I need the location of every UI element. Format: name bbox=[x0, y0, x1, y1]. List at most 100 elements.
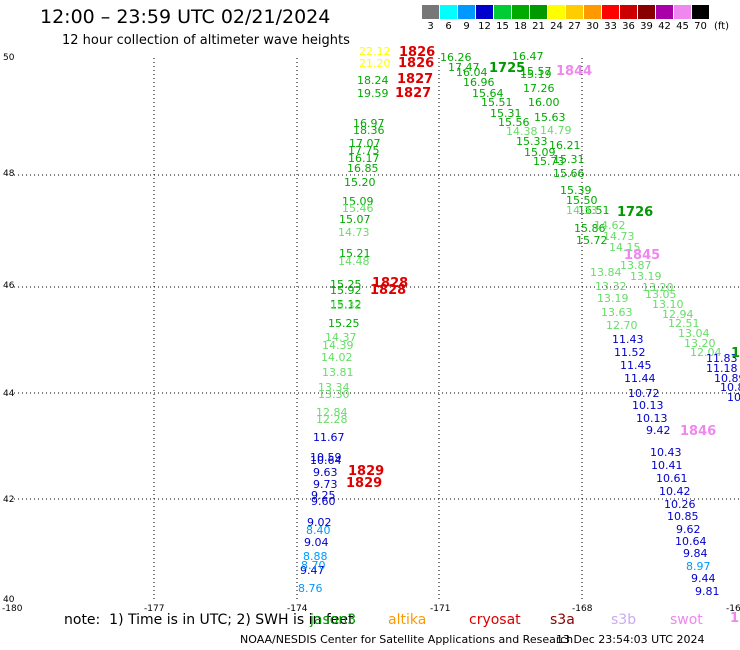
wave-height-value: 16.00 bbox=[528, 96, 560, 109]
scale-swatch bbox=[458, 5, 475, 19]
wave-height-value: 18.24 bbox=[357, 74, 389, 87]
wave-height-value: 15.31 bbox=[553, 153, 585, 166]
pass-time-label: 1725 bbox=[489, 61, 525, 76]
scale-label: 6 bbox=[445, 21, 452, 32]
wave-height-value: 12.04 bbox=[690, 346, 722, 359]
scale-unit-label: (ft) bbox=[714, 21, 730, 32]
longitude-label: -168 bbox=[572, 604, 593, 614]
scale-label: 36 bbox=[622, 21, 635, 32]
wave-height-value: 17.26 bbox=[523, 82, 555, 95]
legend-item-swot: swot bbox=[670, 612, 703, 628]
wave-height-value: 8.40 bbox=[306, 524, 331, 537]
wave-height-value: 10.13 bbox=[636, 412, 668, 425]
wave-height-value: 15.56 bbox=[498, 116, 530, 129]
wave-height-value: 9.73 bbox=[313, 478, 338, 491]
wave-height-value: 10.41 bbox=[651, 459, 683, 472]
legend-item-altika: altika bbox=[388, 612, 427, 628]
wave-height-value: 10.8 bbox=[720, 381, 740, 394]
wave-height-value: 9.02 bbox=[307, 516, 332, 529]
wave-height-value: 14.48 bbox=[338, 255, 370, 268]
scale-swatch bbox=[512, 5, 529, 19]
wave-height-value: 14.38 bbox=[506, 125, 538, 138]
wave-height-value: 15.66 bbox=[553, 167, 585, 180]
pass-time-label: 1826 bbox=[399, 45, 435, 60]
wave-height-value: 16.51 bbox=[578, 204, 610, 217]
wave-height-value: 15.31 bbox=[490, 107, 522, 120]
wave-height-value: 13.32 bbox=[595, 280, 627, 293]
wave-height-value: 10.85 bbox=[667, 510, 699, 523]
longitude-label: -174 bbox=[287, 604, 308, 614]
wave-height-value: 16.17 bbox=[348, 152, 380, 165]
wave-height-value: 15.09 bbox=[524, 146, 556, 159]
pass-time-label: 1844 bbox=[556, 64, 592, 79]
wave-height-value: 8.76 bbox=[298, 582, 323, 595]
wave-height-value: 15.20 bbox=[344, 176, 376, 189]
wave-height-value: 14.79 bbox=[540, 124, 572, 137]
wave-height-value: 14.15 bbox=[609, 241, 641, 254]
pass-time-label: 13 bbox=[730, 611, 740, 626]
wave-height-value: 9.63 bbox=[313, 466, 338, 479]
scale-swatch bbox=[440, 5, 457, 19]
scale-label: 3 bbox=[427, 21, 434, 32]
wave-height-value: 10.26 bbox=[664, 498, 696, 511]
wave-height-value: 9.62 bbox=[676, 523, 701, 536]
wave-height-value: 12.51 bbox=[668, 317, 700, 330]
wave-height-value: 15.07 bbox=[339, 213, 371, 226]
note-text: note: 1) Time is in UTC; 2) SWH is in fe… bbox=[64, 612, 354, 628]
wave-height-value: 11.43 bbox=[612, 333, 644, 346]
latitude-label: 48 bbox=[3, 169, 15, 179]
scale-label: 39 bbox=[640, 21, 653, 32]
wave-height-value: 15.46 bbox=[342, 202, 374, 215]
scale-swatch bbox=[422, 5, 439, 19]
wave-height-value: 10 bbox=[727, 391, 740, 404]
page-subtitle: 12 hour collection of altimeter wave hei… bbox=[62, 33, 350, 48]
latitude-label: 44 bbox=[3, 389, 15, 399]
wave-height-value: 15.09 bbox=[342, 195, 374, 208]
wave-height-value: 9.44 bbox=[691, 572, 716, 585]
wave-height-value: 14.62 bbox=[594, 219, 626, 232]
latitude-label: 50 bbox=[3, 53, 15, 63]
wave-height-value: 10.59 bbox=[310, 451, 342, 464]
scale-label: 9 bbox=[463, 21, 470, 32]
wave-height-value: 15.33 bbox=[516, 135, 548, 148]
wave-height-value: 13.84 bbox=[590, 266, 622, 279]
wave-height-value: 16.04 bbox=[456, 66, 488, 79]
latitude-labels: 50 48 46 44 42 40 bbox=[3, 53, 15, 605]
legend-item-s3a: s3a bbox=[550, 612, 575, 628]
pass-time-label: 1846 bbox=[680, 424, 716, 439]
wave-height-value: 10.61 bbox=[656, 472, 688, 485]
wave-height-value: 13.34 bbox=[318, 381, 350, 394]
wave-height-value: 9.42 bbox=[646, 424, 671, 437]
wave-height-value: 12.28 bbox=[316, 413, 348, 426]
wave-height-value: 15.64 bbox=[472, 87, 504, 100]
pass-time-label: 1845 bbox=[624, 248, 660, 263]
wave-height-value: 16.21 bbox=[549, 139, 581, 152]
wave-height-value: 9.47 bbox=[300, 564, 325, 577]
wave-height-value: 13.19 bbox=[630, 270, 662, 283]
wave-height-value: 13.05 bbox=[645, 288, 677, 301]
wave-height-value: 15.25 bbox=[328, 317, 360, 330]
pass-time-label: 1829 bbox=[346, 476, 382, 491]
longitude-label: -177 bbox=[144, 604, 164, 614]
wave-height-value: 8.88 bbox=[303, 550, 328, 563]
scale-label: 45 bbox=[676, 21, 689, 32]
wave-height-value: 9.84 bbox=[683, 547, 708, 560]
scale-label: 30 bbox=[586, 21, 599, 32]
scale-swatch bbox=[566, 5, 583, 19]
wave-height-value: 10.42 bbox=[659, 485, 691, 498]
wave-height-value: 13.04 bbox=[678, 327, 710, 340]
scale-label: 27 bbox=[568, 21, 581, 32]
scale-swatch bbox=[548, 5, 565, 19]
page-title: 12:00 – 23:59 UTC 02/21/2024 bbox=[40, 6, 331, 28]
pass-time-label: 1827 bbox=[395, 86, 431, 101]
scale-swatch bbox=[494, 5, 511, 19]
wave-height-value: 11.67 bbox=[313, 431, 345, 444]
scale-swatch bbox=[656, 5, 673, 19]
wave-height-value: 15.63 bbox=[534, 111, 566, 124]
latitude-label: 46 bbox=[3, 281, 15, 291]
pass-time-label: 1829 bbox=[348, 464, 384, 479]
legend-item-jason3: jason3 bbox=[310, 612, 357, 628]
